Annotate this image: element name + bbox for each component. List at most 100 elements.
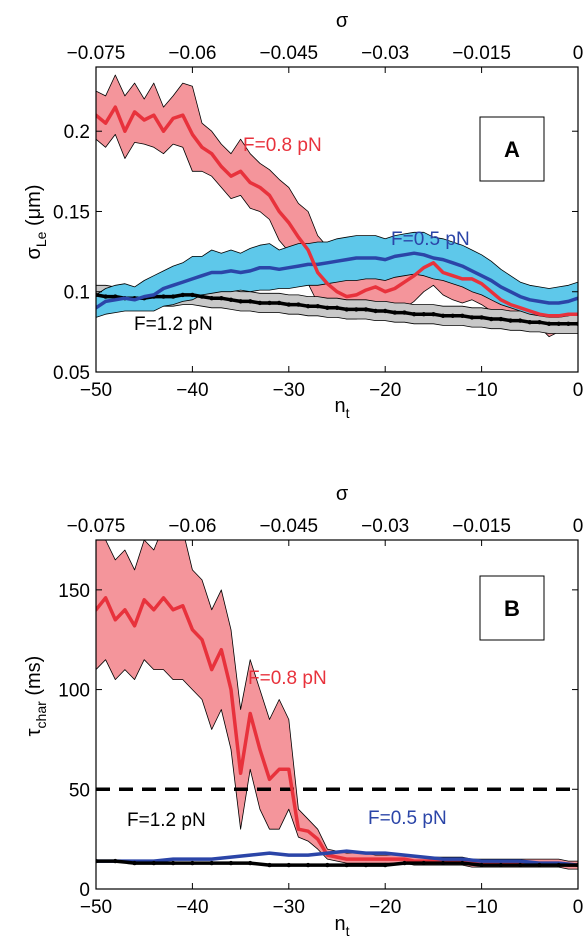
series-line-2	[96, 859, 578, 867]
series-point	[334, 305, 340, 310]
series-point	[373, 308, 378, 314]
panel-b-label-f08: F=0.8 pN	[248, 668, 327, 689]
series-point	[363, 307, 369, 312]
series-point	[267, 300, 272, 306]
series-point	[556, 862, 561, 868]
x-tick-label: −20	[369, 380, 401, 401]
series-point	[421, 860, 426, 866]
axes-frame	[95, 66, 579, 373]
series-point	[113, 858, 118, 864]
series-point	[190, 860, 195, 866]
panel-b-top-axis-label: σ	[336, 483, 349, 505]
series-point	[325, 862, 330, 868]
y-tick-label: 0.1	[64, 283, 90, 304]
series-point	[228, 860, 234, 866]
x2-tick-label: 0	[573, 43, 584, 64]
x2-tick-label: −0.06	[168, 516, 216, 537]
series-point	[566, 321, 571, 327]
series-point	[460, 313, 465, 319]
series-point	[537, 862, 542, 868]
series-point	[546, 321, 552, 327]
x2-tick-label: −0.045	[259, 516, 318, 537]
x2-tick-label: −0.075	[67, 516, 126, 537]
panel-b-letter-box	[479, 575, 545, 641]
series-point	[305, 862, 311, 868]
series-point	[402, 310, 407, 315]
panel-a-series	[96, 74, 578, 338]
series-point	[440, 313, 446, 319]
panel-b-label-f12: F=1.2 pN	[127, 810, 206, 831]
series-point	[276, 300, 282, 306]
series-line-0	[96, 596, 578, 867]
series-point	[498, 862, 504, 868]
series-point	[267, 862, 272, 868]
y-tick-label: 0	[79, 880, 90, 901]
y-tick-label: 0.15	[53, 202, 90, 223]
panel-b-x-axis-label: nt	[334, 913, 349, 939]
x-tick-label: −50	[80, 380, 112, 401]
x-tick-label: −40	[176, 380, 208, 401]
plot-area	[96, 74, 578, 338]
series-point	[248, 860, 253, 866]
panel-b: σ −50 −40 −30 −20 −10 0 −0.075 −0.06 −0.045 −0.03…	[23, 483, 583, 939]
panel-a-letter-box	[479, 116, 545, 182]
plot-area	[96, 540, 578, 870]
series-point	[383, 308, 388, 314]
panel-a-y-axis-label: σLe (μm)	[23, 185, 49, 260]
series-point	[238, 299, 243, 304]
series-point	[190, 292, 195, 298]
series-point	[170, 860, 176, 866]
series-point	[132, 860, 137, 866]
panel-b-label-f05: F=0.5 pN	[368, 808, 447, 829]
series-point	[344, 307, 349, 312]
series-point	[286, 302, 291, 307]
confidence-band-0	[96, 540, 578, 870]
series-point	[411, 312, 417, 317]
series-point	[479, 862, 484, 868]
x-tick-label: −30	[273, 897, 305, 918]
series-point	[469, 315, 475, 320]
x-tick-label: −40	[176, 897, 208, 918]
series-line-1	[96, 849, 578, 867]
series-point	[170, 294, 176, 299]
series-point	[161, 294, 166, 299]
y-tick-label: 100	[58, 681, 90, 702]
panel-b-axes: −50 −40 −30 −20 −10 0 −0.075 −0.06 −0.045 −0.03 −0…	[58, 516, 583, 918]
y-tick-label: 0.05	[53, 363, 90, 384]
y-tick-label: 150	[58, 581, 90, 602]
series-point	[315, 303, 320, 309]
series-point	[209, 860, 214, 866]
panel-a-x-axis-label: nt	[334, 395, 349, 421]
panel-a-label-f05: F=0.5 pN	[391, 229, 470, 250]
panel-a-label-f08: F=0.8 pN	[243, 135, 322, 156]
x2-tick-label: −0.03	[361, 516, 409, 537]
series-point	[556, 321, 561, 327]
x-tick-label: −30	[273, 380, 305, 401]
series-line-0	[96, 105, 578, 318]
series-point	[527, 320, 532, 325]
panel-a: σ −50 −40 −30 −20 −10 0 −0.075 −0.06 −0.045 −0.03…	[23, 10, 583, 421]
series-point	[517, 318, 523, 323]
panel-b-letter: B	[504, 596, 520, 621]
panel-a-label-f12: F=1.2 pN	[134, 314, 213, 335]
series-point	[180, 292, 185, 298]
confidence-band-1	[96, 231, 578, 318]
panel-b-series	[96, 540, 578, 870]
x-tick-label: −10	[465, 380, 497, 401]
series-point	[450, 313, 455, 319]
x2-tick-label: −0.075	[67, 43, 126, 64]
series-point	[508, 318, 513, 323]
series-point	[440, 860, 446, 866]
y-tick-label: 0.2	[64, 122, 90, 143]
series-point	[199, 294, 205, 299]
x-tick-label: 0	[573, 380, 584, 401]
series-point	[325, 305, 330, 310]
series-point	[257, 300, 263, 306]
x2-tick-label: 0	[573, 516, 584, 537]
series-point	[209, 295, 214, 301]
x2-tick-label: −0.03	[361, 43, 409, 64]
series-point	[460, 860, 465, 866]
series-point	[228, 297, 234, 302]
x-tick-label: −20	[369, 897, 401, 918]
